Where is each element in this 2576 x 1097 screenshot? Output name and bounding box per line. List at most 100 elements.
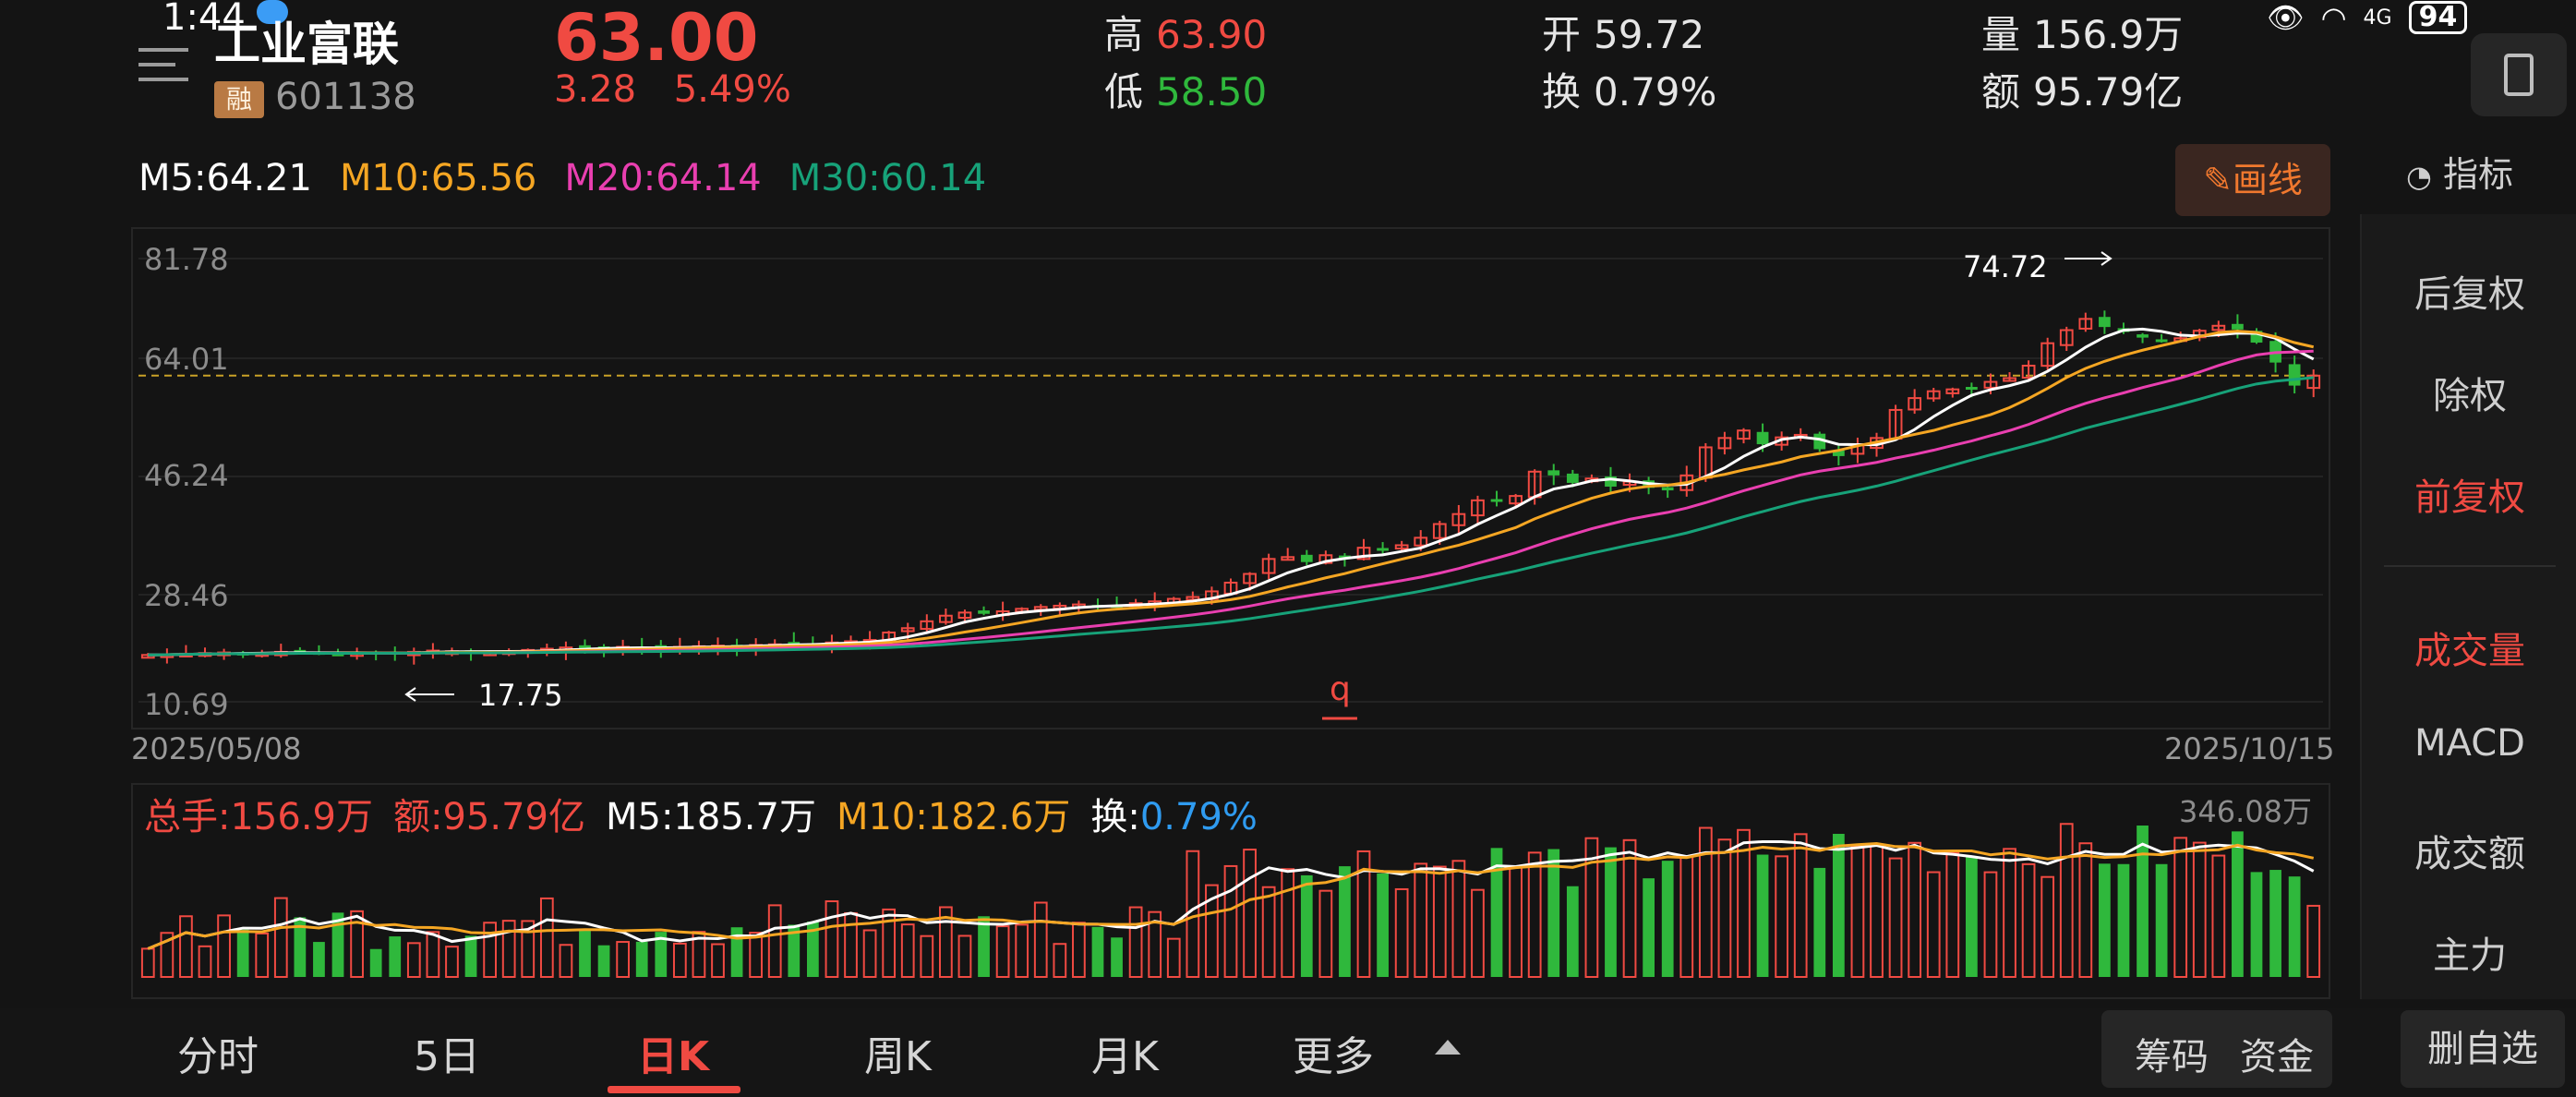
candle-body: [1318, 554, 1333, 564]
menu-icon[interactable]: [138, 44, 192, 87]
volume-bar: [1813, 867, 1826, 977]
candle-body: [1983, 380, 1998, 389]
indicator-button[interactable]: ◔ 指标: [2406, 146, 2513, 197]
chips-button[interactable]: 筹码: [2135, 1036, 2209, 1079]
candle-body: [2288, 364, 2301, 386]
candle-body: [1414, 536, 1428, 547]
volume-bar: [1888, 857, 1903, 978]
volume-bar: [217, 914, 231, 979]
side-item-main-force[interactable]: 主力: [2433, 934, 2507, 977]
vol-amount: 额:95.79亿: [393, 796, 585, 838]
candle-body: [1300, 554, 1313, 562]
volume-bar: [1622, 838, 1637, 978]
vol-total: 总手:156.9万: [144, 796, 373, 838]
vol-ma5: M5:185.7万: [606, 796, 816, 838]
volume-bar: [2288, 876, 2301, 977]
side-item-turnover-amount[interactable]: 成交额: [2414, 833, 2525, 875]
tab-weekly-k[interactable]: 周K: [864, 1033, 932, 1080]
volume-quote: 量 156.9万: [1981, 4, 2183, 60]
candle-body: [1566, 473, 1579, 483]
volume-bar: [920, 934, 934, 978]
candle-body: [579, 645, 591, 649]
ma5-line: [148, 327, 2315, 657]
volume-bar: [1205, 884, 1219, 979]
change-value: 3.28: [554, 68, 637, 111]
volume-bar: [350, 910, 364, 979]
volume-bar: [2250, 872, 2263, 977]
volume-bar: [559, 944, 573, 979]
tab-intraday[interactable]: 分时: [177, 1033, 259, 1080]
candle-body: [2003, 377, 2016, 382]
volume-bar: [2137, 826, 2149, 977]
volume-bar: [406, 942, 421, 978]
vol-ma10-line: [147, 841, 2315, 950]
event-marker[interactable]: q: [1330, 670, 1351, 708]
volume-bar: [1432, 865, 1447, 978]
candle-body: [1717, 437, 1732, 450]
volume-bar: [2173, 837, 2188, 979]
amount-label: 额: [1981, 69, 2021, 115]
volume-bar: [1945, 851, 1960, 978]
side-item-forward-adjusted[interactable]: 前复权: [2414, 476, 2525, 519]
candle-body: [1356, 547, 1371, 561]
volume-bar: [1717, 838, 1732, 979]
volume-bar: [1793, 833, 1808, 979]
draw-line-button[interactable]: ✎画线: [2175, 144, 2330, 216]
volume-bar: [2306, 904, 2321, 978]
candle-body: [1432, 523, 1447, 539]
tab-5day[interactable]: 5日: [414, 1033, 480, 1080]
candle-body: [1243, 573, 1257, 585]
kline-chart-frame[interactable]: [131, 227, 2330, 729]
volume-bar: [825, 900, 839, 979]
candle-body: [2232, 323, 2244, 330]
caret-up-icon[interactable]: [1435, 1040, 1461, 1055]
volume-bar: [445, 946, 459, 979]
tab-daily-k[interactable]: 日K: [637, 1033, 710, 1080]
open-value: 59.72: [1594, 12, 1705, 57]
candle-body: [2078, 318, 2093, 330]
volume-bar: [1737, 828, 1751, 978]
volume-bar: [426, 931, 440, 979]
volume-bar: [2117, 863, 2130, 977]
cloud-icon: [257, 0, 288, 24]
candle-body: [1605, 476, 1617, 487]
side-item-macd[interactable]: MACD: [2414, 722, 2525, 765]
volume-bar: [2040, 875, 2055, 978]
side-item-back-adjusted[interactable]: 后复权: [2414, 273, 2525, 316]
landscape-toggle-button[interactable]: [2471, 33, 2567, 116]
volume-bar: [579, 930, 591, 977]
volume-bar: [1243, 849, 1257, 978]
volume-bar: [1605, 847, 1617, 977]
active-tab-indicator: [608, 1086, 740, 1093]
volume-bar: [2155, 863, 2168, 977]
ma20-value: M20:64.14: [564, 157, 762, 199]
volume-bar: [2211, 854, 2226, 979]
candle-body: [1394, 544, 1409, 550]
volume-bar: [1166, 937, 1181, 978]
volume-bar: [483, 922, 497, 979]
side-item-ex-rights[interactable]: 除权: [2433, 375, 2507, 417]
date-start: 2025/05/08: [131, 731, 302, 766]
volume-bar: [1111, 937, 1123, 977]
high-value: 63.90: [1156, 12, 1268, 57]
volume-chart-frame[interactable]: [131, 783, 2330, 999]
tab-more[interactable]: 更多: [1293, 1033, 1374, 1080]
vol-turnover-label: 换:: [1090, 796, 1140, 838]
volume-bar: [1091, 926, 1104, 977]
tab-monthly-k[interactable]: 月K: [1091, 1033, 1159, 1080]
volume-bar: [539, 897, 554, 979]
wifi-icon: ◠: [2320, 0, 2347, 35]
side-item-volume[interactable]: 成交量: [2414, 630, 2525, 672]
low-value: 58.50: [1156, 69, 1268, 115]
funds-button[interactable]: 资金: [2240, 1036, 2314, 1079]
volume-bar: [616, 941, 631, 978]
candle-body: [1966, 387, 1978, 391]
remove-watchlist-button[interactable]: 删自选: [2401, 1010, 2565, 1088]
volume-bar: [1983, 871, 1998, 979]
ma30-line: [148, 376, 2314, 657]
volume-bar: [1547, 849, 1560, 977]
volume-bar: [900, 923, 915, 978]
volume-bar: [862, 929, 877, 978]
candle-body: [2137, 334, 2149, 338]
